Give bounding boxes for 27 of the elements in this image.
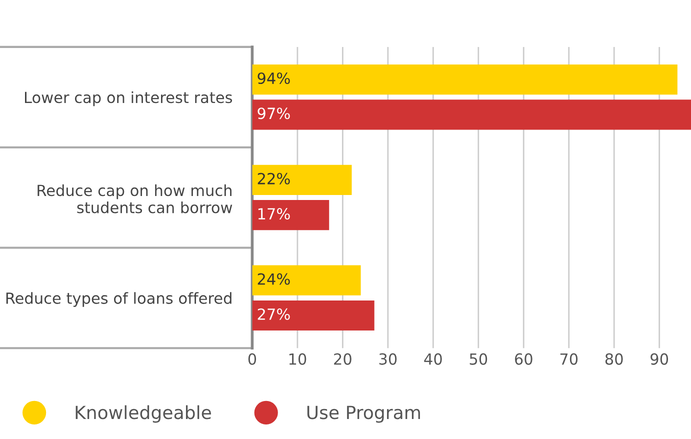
x-tick-label: 40 (424, 353, 442, 365)
legend-label: Use Program (307, 406, 420, 423)
x-tick-label: 50 (470, 353, 488, 365)
legend-label: Knowledgeable (76, 405, 211, 423)
y-tick-label: Reduce types of loans offered (6, 292, 232, 307)
y-tick-label: Reduce cap on how much students can borrow (38, 184, 232, 214)
x-tick-label: 10 (289, 353, 306, 365)
bar (252, 300, 374, 331)
x-tick-label: 30 (379, 353, 397, 365)
data-label: 94% (258, 72, 290, 84)
bar (252, 200, 330, 230)
x-tick-label: 80 (605, 353, 623, 365)
bar (252, 164, 352, 196)
x-tick-label: 60 (514, 353, 532, 365)
data-label: 24% (258, 273, 290, 285)
bar (252, 64, 678, 95)
x-tick-label: 20 (334, 353, 352, 365)
bar (252, 265, 361, 296)
data-label: 97% (258, 108, 290, 120)
y-tick-label: Lower cap on interest rates (24, 91, 232, 106)
data-label: 27% (258, 308, 290, 320)
x-tick-label: 90 (650, 353, 668, 365)
x-tick-label: 70 (560, 353, 578, 365)
x-tick-label: 0 (248, 353, 256, 365)
data-label: 22% (258, 172, 290, 184)
data-label: 17% (258, 208, 290, 220)
bar (252, 100, 691, 130)
